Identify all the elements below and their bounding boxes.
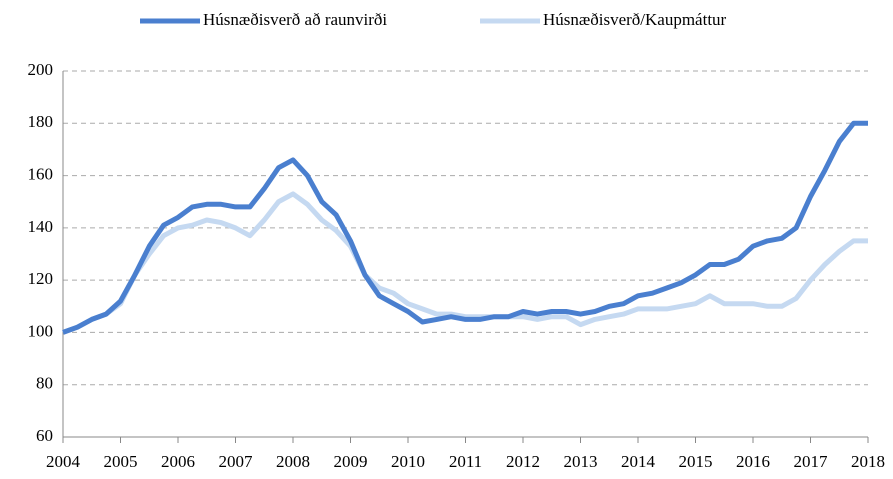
x-tick-label: 2011: [449, 452, 482, 471]
x-tick-label: 2013: [564, 452, 598, 471]
x-tick-label: 2012: [506, 452, 540, 471]
legend-label: Húsnæðisverð/Kaupmáttur: [543, 10, 727, 29]
legend-label: Húsnæðisverð að raunvirði: [203, 10, 387, 29]
y-tick-label: 120: [28, 269, 54, 288]
y-tick-label: 200: [28, 60, 54, 79]
y-tick-label: 140: [28, 217, 54, 236]
y-tick-label: 100: [28, 321, 54, 340]
x-tick-label: 2006: [161, 452, 195, 471]
y-tick-label: 160: [28, 164, 54, 183]
x-tick-label: 2010: [391, 452, 425, 471]
series-line: [62, 191, 868, 335]
x-tick-label: 2015: [679, 452, 713, 471]
x-tick-label: 2008: [276, 452, 310, 471]
x-tick-label: 2014: [621, 452, 656, 471]
x-tick-label: 2007: [219, 452, 254, 471]
y-tick-label: 60: [36, 426, 53, 445]
x-tick-label: 2009: [334, 452, 368, 471]
y-tick-label: 80: [36, 374, 53, 393]
x-tick-label: 2018: [851, 452, 885, 471]
series-line: [62, 120, 868, 335]
x-tick-label: 2004: [46, 452, 81, 471]
x-tick-label: 2016: [736, 452, 770, 471]
y-tick-label: 180: [28, 112, 54, 131]
x-tick-label: 2017: [794, 452, 829, 471]
x-tick-label: 2005: [104, 452, 138, 471]
